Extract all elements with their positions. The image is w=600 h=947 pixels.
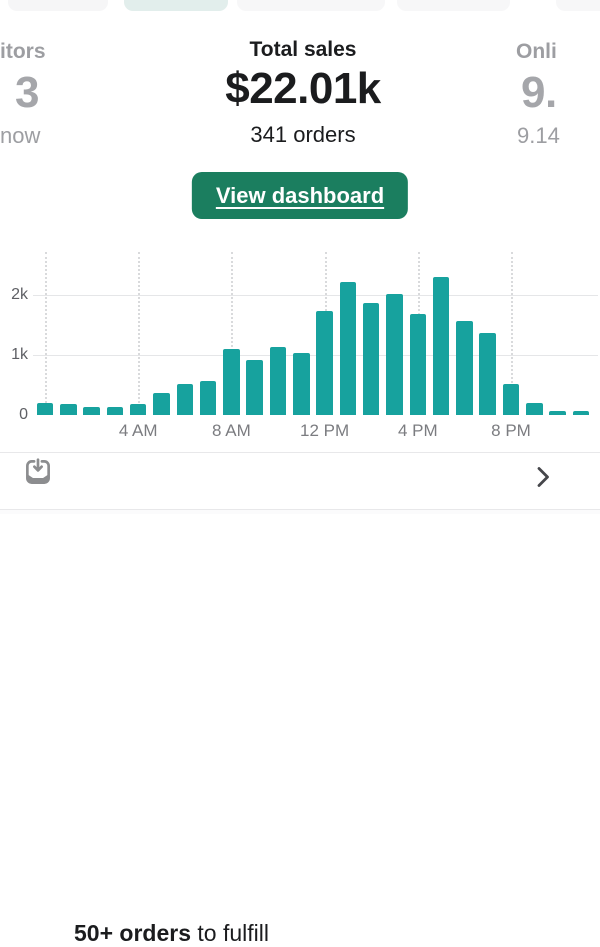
orders-count-label: 341 orders (250, 122, 356, 147)
fulfill-count: 50+ orders (74, 920, 191, 946)
top-tab-pill-3[interactable] (397, 0, 510, 11)
x-axis-tick-label: 8 PM (491, 421, 531, 440)
hourly-sales-chart: 0 1k 2k 4 AM 8 AM 12 PM 4 PM 8 PM (0, 250, 600, 446)
y-axis-tick-label: 0 (19, 406, 28, 423)
chart-bar-hour-13 (339, 282, 357, 415)
chart-bar-hour-12 (316, 311, 333, 415)
top-tab-pill-1[interactable] (124, 0, 228, 11)
online-sessions-sublabel: 9.14 (517, 123, 560, 148)
chart-bar-hour-18 (456, 321, 473, 415)
chart-bar-hour-9 (246, 360, 263, 415)
chart-bar-hour-16 (409, 314, 427, 415)
top-tab-pill-2[interactable] (237, 0, 385, 11)
chart-bar-hour-4 (129, 404, 147, 415)
online-sessions-value: 9. (521, 68, 557, 117)
chevron-right-icon[interactable] (531, 464, 555, 495)
total-sales-value: $22.01k (225, 64, 381, 113)
gridline-vertical (511, 252, 513, 415)
chart-bar-hour-0 (36, 403, 54, 415)
x-axis-tick-label: 4 AM (118, 421, 158, 440)
fulfill-summary: 50+ orders to fulfill (74, 919, 269, 947)
gridline-vertical (138, 252, 141, 415)
y-axis-tick-label: 1k (11, 346, 28, 363)
gridline-vertical (231, 252, 234, 415)
visitors-value: 3 (15, 68, 39, 117)
x-axis-tick-label: 12 PM (300, 421, 350, 440)
chart-bar-hour-11 (293, 353, 310, 415)
divider-top (0, 452, 600, 453)
top-tab-pill-0[interactable] (8, 0, 108, 11)
x-axis-tick-label: 8 AM (212, 421, 251, 440)
visitors-label: itors (0, 40, 46, 63)
chart-bar-hour-8 (223, 349, 240, 415)
chart-bar-hour-15 (386, 294, 403, 415)
chart-bar-hour-5 (153, 393, 170, 415)
view-dashboard-button[interactable]: View dashboard (191, 172, 409, 219)
top-tab-pill-4[interactable] (556, 0, 600, 11)
gridline-vertical (45, 252, 47, 415)
chart-bar-hour-3 (106, 407, 124, 415)
inbox-arrow-down-icon (24, 456, 52, 493)
visitors-sublabel: now (0, 123, 41, 148)
gridline-horizontal (33, 355, 598, 356)
chart-bar-hour-7 (199, 381, 217, 415)
total-sales-label: Total sales (249, 38, 357, 61)
chart-bar-hour-17 (432, 277, 450, 415)
fulfill-rest: to fulfill (191, 920, 269, 946)
next-card-edge (0, 510, 600, 514)
x-axis-tick-label: 4 PM (397, 421, 438, 440)
divider-bottom (0, 509, 600, 510)
chart-bar-hour-14 (362, 303, 380, 415)
online-sessions-label: Onli (516, 40, 557, 63)
chart-bar-hour-23 (572, 411, 590, 415)
chart-bar-hour-2 (83, 407, 100, 415)
chart-bar-hour-1 (60, 404, 77, 415)
chart-bar-hour-21 (526, 403, 543, 415)
y-axis-tick-label: 2k (11, 286, 28, 303)
chart-bar-hour-6 (176, 384, 194, 415)
chart-bar-hour-22 (549, 411, 566, 415)
orders-to-fulfill-row[interactable]: 50+ orders to fulfill (0, 453, 600, 946)
chart-bar-hour-20 (502, 384, 520, 415)
gridline-horizontal (33, 295, 598, 296)
chart-bar-hour-10 (269, 347, 287, 415)
chart-bar-hour-19 (479, 333, 496, 415)
